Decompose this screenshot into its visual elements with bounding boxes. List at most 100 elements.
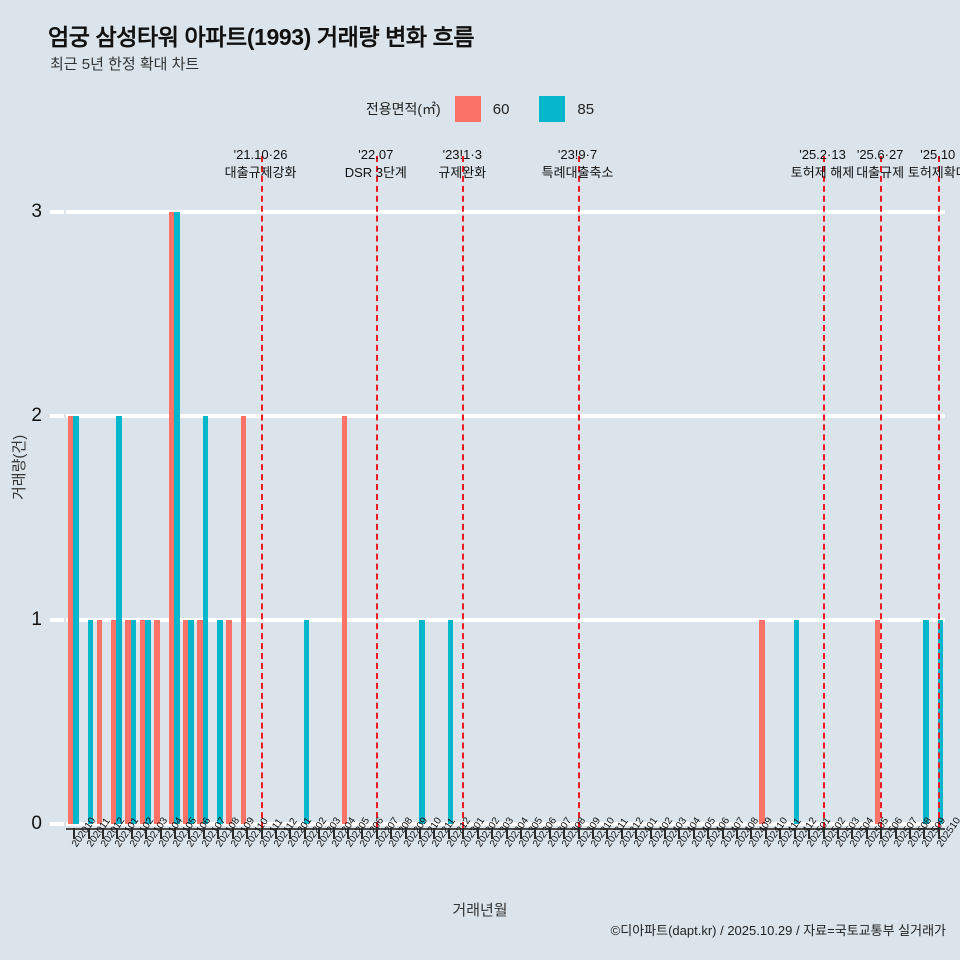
x-tick-202210 xyxy=(419,828,422,839)
x-tick-202209 xyxy=(404,828,407,839)
x-tick-202401 xyxy=(635,828,638,839)
bar-85-202202[interactable] xyxy=(303,620,310,824)
bar-60-202104[interactable] xyxy=(154,620,160,824)
bar-85-202011[interactable] xyxy=(87,620,94,824)
bar-60-202107[interactable] xyxy=(197,620,203,824)
x-tick-202412 xyxy=(793,828,796,839)
x-tick-202010 xyxy=(73,828,76,839)
page-subtitle: 최근 5년 한정 확대 차트 xyxy=(50,56,200,73)
bar-85-202106[interactable] xyxy=(188,620,194,824)
bar-60-202110[interactable] xyxy=(240,416,247,824)
x-tick-202502 xyxy=(822,828,825,839)
x-axis-title: 거래년월 xyxy=(452,902,508,919)
bar-60-202101[interactable] xyxy=(110,620,117,824)
bar-85-202105[interactable] xyxy=(174,212,180,824)
bar-60-202205[interactable] xyxy=(341,416,347,824)
x-tick-202307 xyxy=(548,828,551,839)
footer-credit: ©디아파트(dapt.kr) / 2025.10.29 / 자료=국토교통부 실… xyxy=(610,923,946,938)
x-tick-202306 xyxy=(534,828,537,839)
x-tick-202107 xyxy=(202,828,205,839)
bar-85-202510[interactable] xyxy=(937,620,944,824)
bar-85-202212[interactable] xyxy=(447,620,454,824)
event-line-1 xyxy=(375,156,378,838)
chart-legend: 전용면적(㎡) 60 85 xyxy=(0,96,960,122)
x-tick-202203 xyxy=(318,828,321,839)
gridline-y-1 xyxy=(66,618,945,622)
y-tick-label-3: 3 xyxy=(31,201,42,222)
x-tick-202110 xyxy=(246,828,249,839)
x-tick-202105 xyxy=(174,828,177,839)
x-tick-202111 xyxy=(260,828,263,839)
x-tick-202402 xyxy=(649,828,652,839)
event-label-3: '23!9·7 특례대출축소 xyxy=(541,147,614,180)
legend-label-60: 60 xyxy=(492,100,510,118)
legend-title: 전용면적(㎡) xyxy=(365,101,441,117)
x-tick-202303 xyxy=(491,828,494,839)
bar-85-202210[interactable] xyxy=(419,620,425,824)
x-tick-202507 xyxy=(894,828,897,839)
x-tick-202406 xyxy=(707,828,710,839)
x-tick-202310 xyxy=(591,828,594,839)
bar-60-202106[interactable] xyxy=(183,620,189,824)
event-label-6: '25.10토허제확대 xyxy=(907,147,960,180)
bar-85-202101[interactable] xyxy=(116,416,122,824)
bar-85-202103[interactable] xyxy=(145,620,151,824)
event-label-4: '25.2·13 토허제 해제 xyxy=(790,147,855,180)
bar-60-202105[interactable] xyxy=(168,212,175,824)
bar-85-202107[interactable] xyxy=(202,416,209,824)
bar-85-202108[interactable] xyxy=(217,620,223,824)
x-tick-202108 xyxy=(217,828,220,839)
x-tick-202109 xyxy=(231,828,234,839)
x-tick-202312 xyxy=(620,828,623,839)
x-tick-202409 xyxy=(750,828,753,839)
bar-85-202102[interactable] xyxy=(130,620,137,824)
x-tick-202201 xyxy=(289,828,292,839)
gridline-y-3 xyxy=(66,210,945,214)
y-axis-title: 거래량(건) xyxy=(11,434,28,500)
bar-60-202506[interactable] xyxy=(874,620,881,824)
x-tick-202407 xyxy=(721,828,724,839)
y-tick-mark-2 xyxy=(50,414,64,418)
x-tick-202505 xyxy=(865,828,868,839)
legend-swatch-60 xyxy=(454,96,481,122)
x-tick-202308 xyxy=(563,828,566,839)
x-tick-202208 xyxy=(390,828,393,839)
event-line-0 xyxy=(260,156,263,838)
bar-60-202102[interactable] xyxy=(125,620,131,824)
x-tick-202408 xyxy=(736,828,739,839)
bar-85-202509[interactable] xyxy=(923,620,929,824)
x-tick-202411 xyxy=(779,828,782,839)
x-tick-202405 xyxy=(692,828,695,839)
x-tick-202501 xyxy=(808,828,811,839)
bar-60-202012[interactable] xyxy=(96,620,103,824)
y-tick-mark-0 xyxy=(50,822,64,826)
x-tick-202309 xyxy=(577,828,580,839)
bar-60-202410[interactable] xyxy=(759,620,765,824)
x-tick-202106 xyxy=(188,828,191,839)
bar-85-202010[interactable] xyxy=(73,416,79,824)
x-tick-202012 xyxy=(102,828,105,839)
y-tick-mark-3 xyxy=(50,210,64,214)
x-tick-202202 xyxy=(303,828,306,839)
x-tick-202302 xyxy=(476,828,479,839)
y-tick-label-2: 2 xyxy=(31,405,42,426)
x-tick-202301 xyxy=(462,828,465,839)
x-tick-202509 xyxy=(923,828,926,839)
event-label-0: '21.10·26 대출규제강화 xyxy=(224,147,297,180)
bar-85-202412[interactable] xyxy=(793,620,800,824)
gridline-y-2 xyxy=(66,414,945,418)
x-tick-202403 xyxy=(664,828,666,839)
x-tick-202212 xyxy=(447,828,450,839)
bar-60-202109[interactable] xyxy=(226,620,232,824)
y-tick-label-0: 0 xyxy=(31,813,42,834)
bar-60-202103[interactable] xyxy=(139,620,146,824)
event-line-3 xyxy=(577,156,580,838)
event-line-6 xyxy=(937,156,940,838)
x-tick-202112 xyxy=(274,828,277,839)
gridline-y-0 xyxy=(66,822,945,826)
bar-60-202010[interactable] xyxy=(67,416,74,824)
y-tick-label-1: 1 xyxy=(31,609,42,630)
y-tick-mark-1 xyxy=(50,618,64,622)
x-tick-202102 xyxy=(130,828,133,839)
